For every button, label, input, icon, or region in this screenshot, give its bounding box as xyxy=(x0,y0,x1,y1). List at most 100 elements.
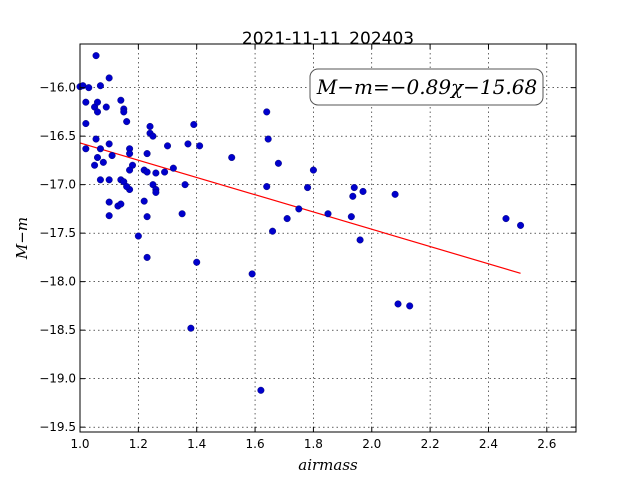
data-point xyxy=(105,198,113,206)
data-point xyxy=(140,197,148,205)
data-point xyxy=(143,150,151,158)
data-point xyxy=(96,82,104,90)
data-point xyxy=(94,153,102,161)
y-tick-labels: −16.0 −16.5 −17.0 −17.5 −18.0 −18.5 −19.0 −19.5 xyxy=(39,81,76,434)
data-point xyxy=(123,118,131,126)
data-point xyxy=(406,302,414,310)
data-point xyxy=(143,253,151,261)
data-point xyxy=(120,108,128,116)
data-point xyxy=(264,135,272,143)
annotation-text: M−m=−0.89χ−15.68 xyxy=(316,75,537,99)
data-point xyxy=(96,176,104,184)
data-point xyxy=(92,135,100,143)
x-tick-label: 1.0 xyxy=(70,437,89,451)
data-point xyxy=(190,121,198,129)
data-point xyxy=(149,132,157,140)
data-point xyxy=(257,386,265,394)
y-tick-label: −16.0 xyxy=(39,81,76,95)
data-point xyxy=(169,164,177,172)
data-point xyxy=(126,166,134,174)
data-point xyxy=(123,183,131,191)
x-tick-label: 2.4 xyxy=(479,437,498,451)
data-point xyxy=(391,190,399,198)
y-tick-label: −19.0 xyxy=(39,372,76,386)
data-point xyxy=(117,200,125,208)
data-point xyxy=(82,145,90,153)
data-point xyxy=(350,184,358,192)
data-point xyxy=(263,108,271,116)
data-point xyxy=(517,221,525,229)
x-tick-label: 1.2 xyxy=(129,437,148,451)
data-point xyxy=(82,98,90,106)
data-point xyxy=(184,140,192,148)
data-point xyxy=(187,324,195,332)
x-tick-labels: 1.0 1.2 1.4 1.6 1.8 2.0 2.2 2.4 2.6 xyxy=(70,437,556,451)
x-axis-label: airmass xyxy=(298,456,358,474)
data-point xyxy=(152,169,160,177)
x-tick-label: 1.8 xyxy=(304,437,323,451)
data-point xyxy=(248,270,256,278)
y-tick-label: −18.5 xyxy=(39,323,76,337)
data-point xyxy=(347,213,355,221)
data-point xyxy=(117,96,125,104)
data-point xyxy=(228,153,236,161)
ticks xyxy=(79,44,576,432)
data-point xyxy=(94,98,102,106)
equation-annotation: M−m=−0.89χ−15.68 xyxy=(309,68,544,106)
data-point xyxy=(91,161,99,169)
data-point xyxy=(105,212,113,220)
x-tick-label: 2.2 xyxy=(421,437,440,451)
x-tick-label: 1.6 xyxy=(246,437,265,451)
data-point xyxy=(96,145,104,153)
data-point xyxy=(502,215,510,223)
data-point xyxy=(196,142,204,150)
data-point xyxy=(295,205,303,213)
data-point xyxy=(269,227,277,235)
data-point xyxy=(105,140,113,148)
y-tick-label: −16.5 xyxy=(39,129,76,143)
y-tick-label: −19.5 xyxy=(39,420,76,434)
data-point xyxy=(105,74,113,82)
data-point xyxy=(94,108,102,116)
data-point xyxy=(134,232,142,240)
data-point xyxy=(143,213,151,221)
x-tick-label: 2.6 xyxy=(537,437,556,451)
y-axis-label: M−m xyxy=(13,217,31,260)
plot-frame xyxy=(79,43,577,433)
data-point xyxy=(105,176,113,184)
data-point xyxy=(274,159,282,167)
data-point xyxy=(394,300,402,308)
data-point xyxy=(349,192,357,200)
plot-area xyxy=(80,44,576,432)
data-point xyxy=(309,166,317,174)
data-point xyxy=(146,122,154,130)
data-point xyxy=(161,168,169,176)
data-point xyxy=(324,210,332,218)
data-point xyxy=(99,158,107,166)
data-point xyxy=(178,210,186,218)
y-tick-label: −18.0 xyxy=(39,275,76,289)
data-point xyxy=(359,187,367,195)
y-tick-label: −17.0 xyxy=(39,178,76,192)
data-point xyxy=(193,258,201,266)
y-tick-label: −17.5 xyxy=(39,226,76,240)
data-point xyxy=(152,188,160,196)
data-point xyxy=(85,84,93,92)
data-point xyxy=(82,120,90,128)
x-tick-label: 2.0 xyxy=(362,437,381,451)
data-point xyxy=(92,52,100,60)
data-point xyxy=(304,184,312,192)
data-point xyxy=(356,236,364,244)
data-point xyxy=(164,142,172,150)
x-tick-label: 1.4 xyxy=(187,437,206,451)
data-point xyxy=(263,183,271,191)
data-point xyxy=(143,168,151,176)
data-point xyxy=(126,150,134,158)
data-point xyxy=(181,181,189,189)
annotation-box xyxy=(309,68,544,106)
data-point xyxy=(283,215,291,223)
points-layer xyxy=(76,52,525,394)
data-point xyxy=(102,103,110,111)
grid xyxy=(80,44,576,432)
